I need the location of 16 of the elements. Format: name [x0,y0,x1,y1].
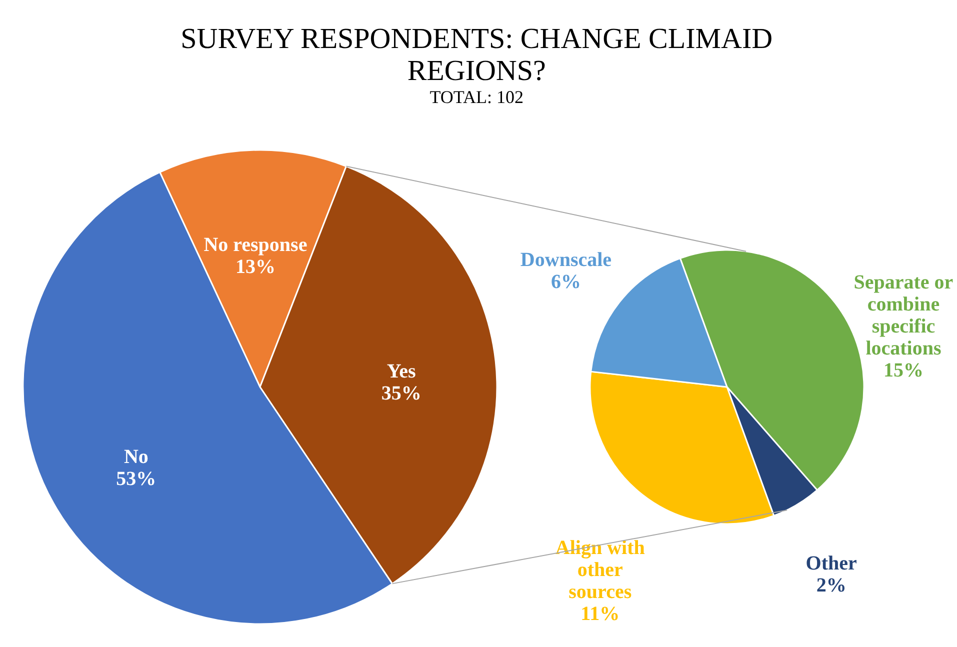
data-label: 13% [235,256,276,278]
data-label: 6% [550,271,581,294]
slice-label: No response [204,234,308,256]
slice-label: Separate or combine specific locations [854,272,954,360]
data-label: 15% [883,360,924,382]
data-label: 35% [381,382,422,404]
slice-label: Other [806,552,857,574]
slice-label: Downscale [520,249,612,272]
slice-label: Align with other sources [555,537,645,604]
data-label: 53% [116,468,156,490]
chart-subtitle: TOTAL: 102 [430,87,524,107]
data-label: 2% [816,574,846,596]
slice-label: No [124,446,148,468]
data-label: 11% [580,603,620,626]
slice-label: Yes [386,360,416,382]
chart-title: SURVEY RESPONDENTS: CHANGE CLIMAID REGIONS? [180,23,773,87]
